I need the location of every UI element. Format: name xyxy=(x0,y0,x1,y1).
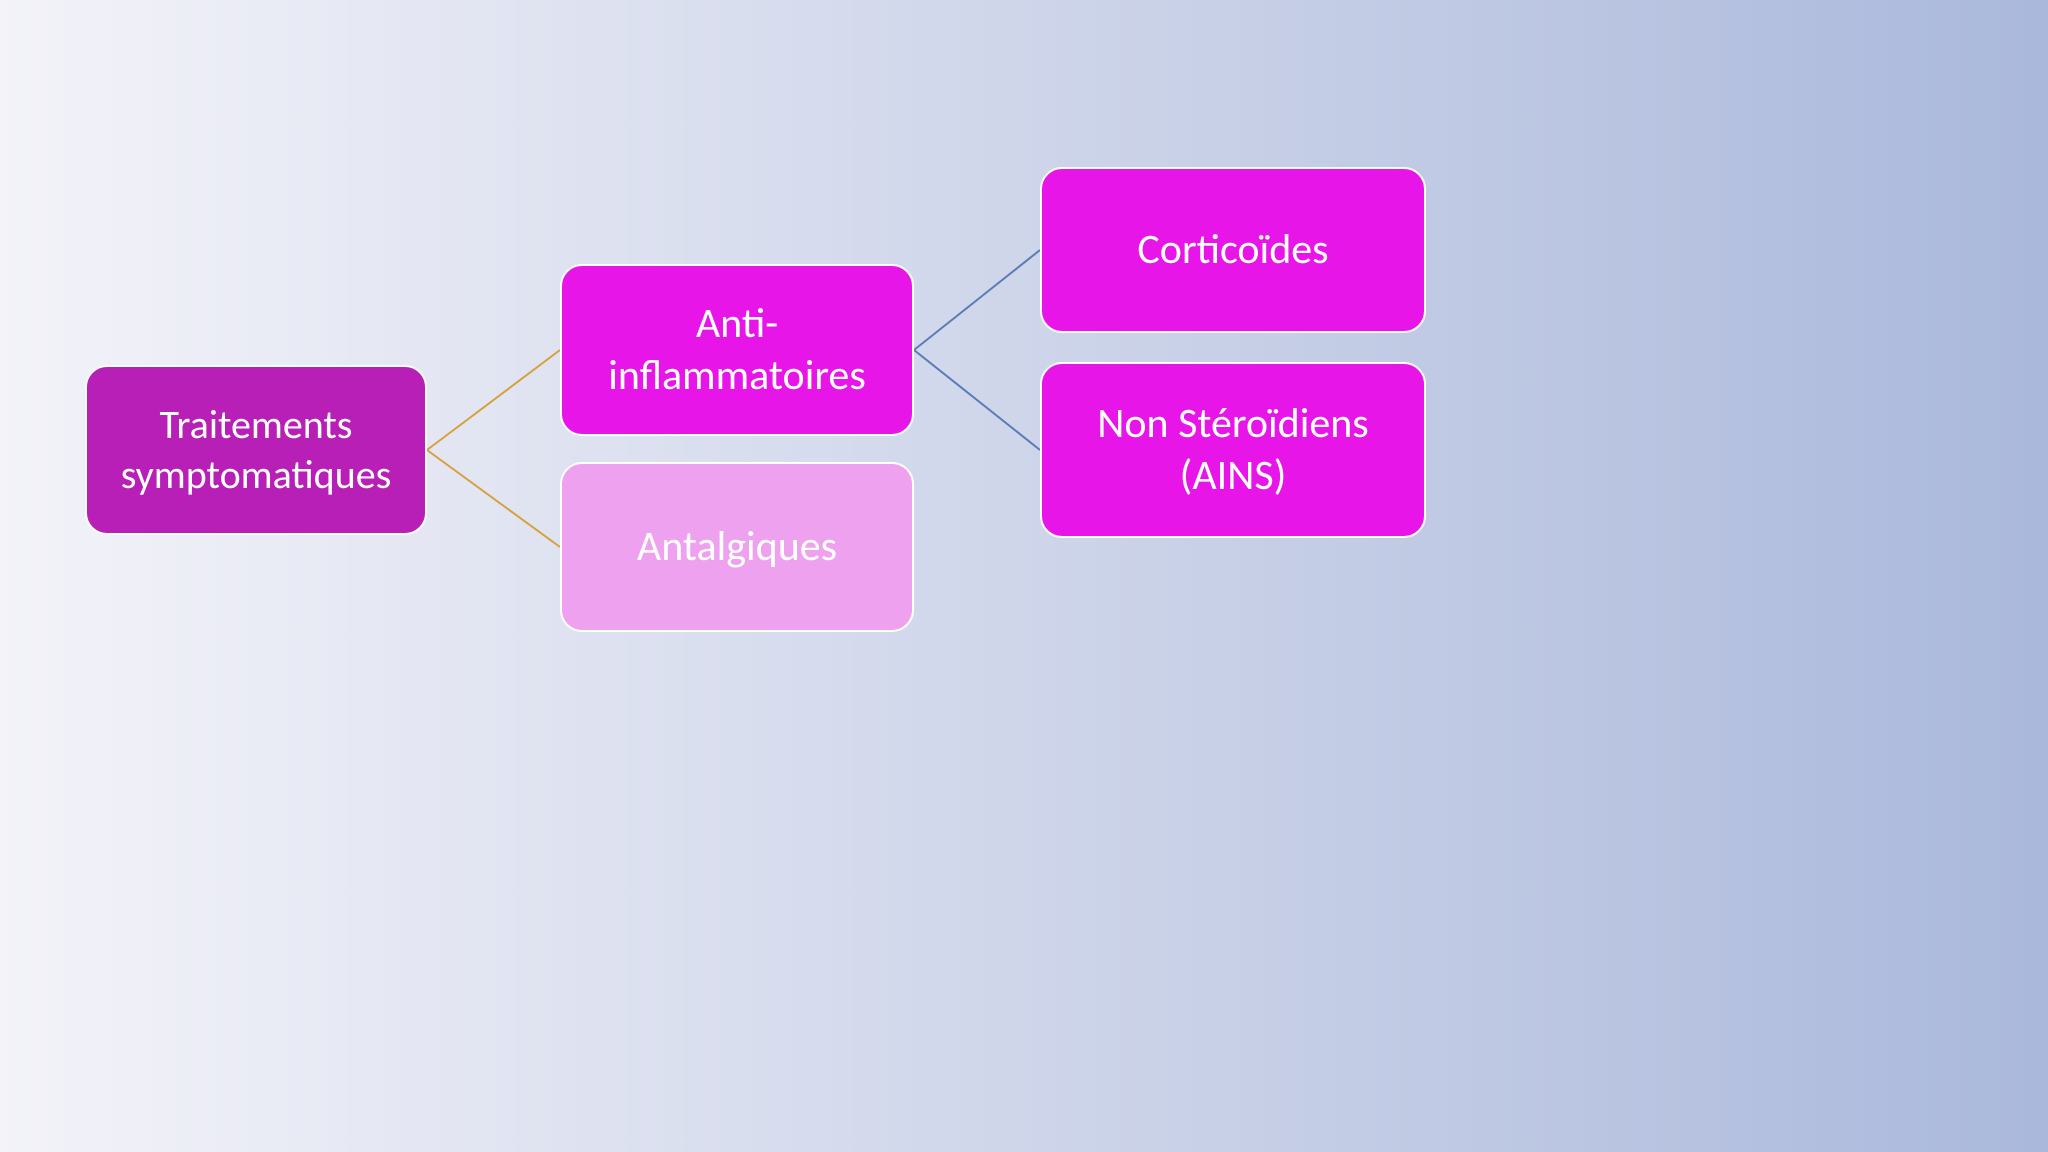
node-anti-label: Anti- inflammatoires xyxy=(608,298,866,403)
node-cortico-label: Corticoïdes xyxy=(1137,224,1328,277)
node-antalg-label: Antalgiques xyxy=(637,521,837,574)
connector xyxy=(914,250,1040,350)
node-anti-inflammatoires: Anti- inflammatoires xyxy=(560,264,914,436)
connector xyxy=(427,450,560,547)
node-root-label: Traitements symptomatiques xyxy=(121,400,392,500)
node-root: Traitements symptomatiques xyxy=(85,365,427,535)
node-ains: Non Stéroïdiens (AINS) xyxy=(1040,362,1426,538)
node-ains-label: Non Stéroïdiens (AINS) xyxy=(1097,398,1368,503)
connector xyxy=(914,350,1040,450)
connector xyxy=(427,350,560,450)
node-corticoides: Corticoïdes xyxy=(1040,167,1426,333)
node-antalgiques: Antalgiques xyxy=(560,462,914,632)
connector-layer xyxy=(0,0,2048,1152)
